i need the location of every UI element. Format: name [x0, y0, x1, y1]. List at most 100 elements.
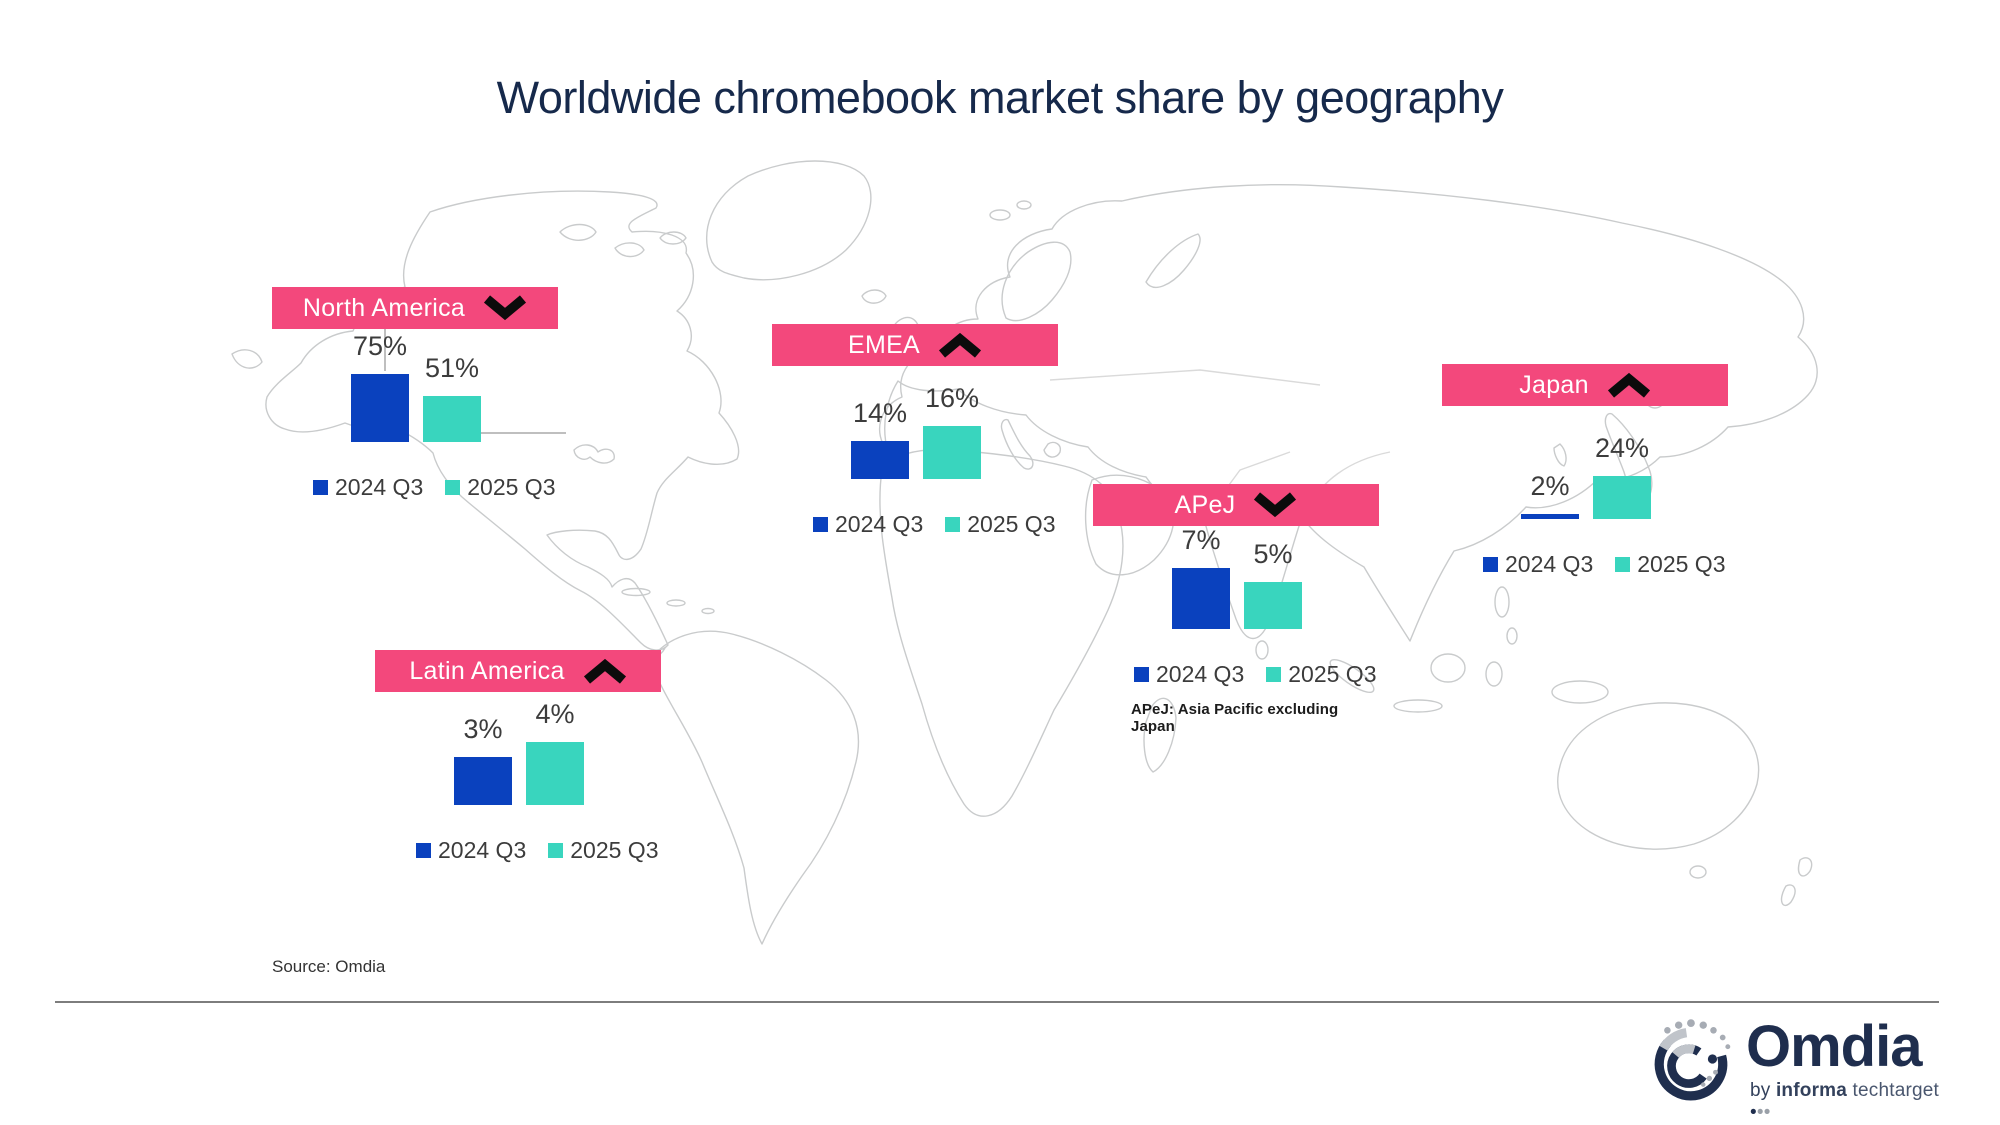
omdia-tagline: by informa techtarget ••• — [1750, 1080, 1960, 1124]
trend-down-icon — [1254, 492, 1297, 518]
bar-value-2025: 5% — [1253, 539, 1293, 569]
region-legend: 2024 Q3 2025 Q3 — [375, 837, 661, 864]
legend-label-2025: 2025 Q3 — [967, 511, 1056, 537]
map-africa — [879, 448, 1177, 817]
region-callout-latin-america: Latin America 3% 4% 2024 Q3 2025 Q3 — [375, 650, 661, 864]
legend-label-2024: 2024 Q3 — [1156, 661, 1245, 687]
region-bars: 75% 51% — [272, 329, 558, 442]
bar-2024-q3 — [1172, 568, 1230, 629]
region-legend: 2024 Q3 2025 Q3 — [1093, 661, 1379, 688]
legend-item-2024: 2024 Q3 — [1134, 661, 1244, 688]
region-legend: 2024 Q3 2025 Q3 — [272, 474, 558, 501]
region-banner: EMEA — [772, 324, 1058, 366]
legend-swatch-2025 — [445, 480, 461, 495]
bar-value-2024: 3% — [463, 714, 503, 744]
region-callout-apej: APeJ 7% 5% 2024 Q3 2025 Q3 APeJ: Asia Pa… — [1093, 484, 1379, 735]
legend-item-2025: 2025 Q3 — [945, 511, 1056, 538]
region-banner: Latin America — [375, 650, 661, 692]
tagline-techtarget: techtarget — [1852, 1080, 1940, 1101]
map-north-america — [231, 190, 740, 651]
map-south-america — [649, 630, 860, 945]
legend-label-2025: 2025 Q3 — [467, 474, 556, 500]
bar-2024-q3 — [851, 441, 909, 479]
bar-2025-q3 — [1244, 582, 1302, 629]
apej-footnote: APeJ: Asia Pacific excluding Japan — [1131, 701, 1339, 735]
map-oceania — [1255, 586, 1813, 907]
bar-value-2025: 24% — [1594, 433, 1650, 463]
leader-line-horizontal — [481, 432, 566, 434]
region-banner: North America — [272, 287, 558, 329]
legend-swatch-2025 — [548, 843, 564, 858]
legend-swatch-2025 — [1266, 667, 1282, 682]
legend-swatch-2024 — [1483, 557, 1498, 572]
legend-item-2024: 2024 Q3 — [1483, 551, 1593, 578]
legend-item-2025: 2025 Q3 — [445, 474, 556, 501]
legend-label-2024: 2024 Q3 — [438, 837, 527, 863]
legend-item-2024: 2024 Q3 — [813, 511, 923, 538]
legend-item-2025: 2025 Q3 — [548, 837, 659, 864]
leader-line-vertical — [384, 327, 386, 371]
trend-down-icon — [484, 295, 527, 321]
trend-up-icon — [583, 658, 626, 684]
legend-swatch-2025 — [1615, 557, 1631, 572]
region-banner: APeJ — [1093, 484, 1379, 526]
legend-swatch-2024 — [313, 480, 328, 495]
legend-label-2024: 2024 Q3 — [335, 474, 424, 500]
bar-2025-q3 — [923, 426, 981, 479]
legend-item-2025: 2025 Q3 — [1266, 661, 1377, 688]
bar-2025-q3 — [423, 396, 481, 442]
bar-2024-q3 — [351, 374, 409, 442]
region-bars: 3% 4% — [375, 692, 661, 805]
bar-value-2024: 14% — [852, 398, 908, 428]
region-bars: 7% 5% — [1093, 525, 1379, 629]
region-legend: 2024 Q3 2025 Q3 — [1442, 551, 1728, 578]
legend-label-2025: 2025 Q3 — [1288, 661, 1377, 687]
legend-label-2024: 2024 Q3 — [835, 511, 924, 537]
bar-value-2025: 51% — [424, 353, 480, 383]
region-callout-emea: EMEA 14% 16% 2024 Q3 2025 Q3 — [772, 324, 1058, 538]
legend-swatch-2025 — [945, 517, 961, 532]
bar-2025-q3 — [1593, 476, 1651, 519]
bar-value-2024: 7% — [1181, 525, 1221, 555]
map-greenland — [705, 160, 887, 304]
trend-up-icon — [938, 332, 982, 358]
bar-2024-q3 — [1521, 514, 1579, 519]
region-name: Japan — [1519, 370, 1589, 399]
region-name: EMEA — [847, 330, 921, 359]
omdia-wordmark: Omdia — [1746, 1014, 1922, 1079]
bar-2025-q3 — [526, 742, 584, 805]
tagline-by: by — [1750, 1080, 1771, 1101]
legend-label-2024: 2024 Q3 — [1505, 551, 1594, 577]
region-banner: Japan — [1442, 364, 1728, 406]
region-name: North America — [302, 293, 466, 322]
bar-value-2025: 4% — [535, 699, 575, 729]
bar-value-2025: 16% — [924, 383, 980, 413]
region-bars: 14% 16% — [772, 366, 1058, 479]
region-callout-north-america: North America 75% 51% 2024 Q3 2025 Q3 — [272, 287, 558, 501]
page-title: Worldwide chromebook market share by geo… — [496, 72, 1504, 123]
bar-value-2024: 75% — [352, 331, 408, 361]
bar-value-2024: 2% — [1530, 471, 1570, 501]
region-callout-japan: Japan 2% 24% 2024 Q3 2025 Q3 — [1442, 364, 1728, 578]
legend-label-2025: 2025 Q3 — [570, 837, 659, 863]
legend-item-2025: 2025 Q3 — [1615, 551, 1726, 578]
legend-swatch-2024 — [416, 843, 431, 858]
tagline-dot-icon: • — [1750, 1102, 1757, 1123]
legend-item-2024: 2024 Q3 — [313, 474, 423, 501]
legend-swatch-2024 — [1134, 667, 1149, 682]
omdia-logo-mark-icon — [1654, 1019, 1731, 1101]
region-legend: 2024 Q3 2025 Q3 — [772, 511, 1058, 538]
tagline-informa: informa — [1775, 1080, 1848, 1101]
legend-item-2024: 2024 Q3 — [416, 837, 526, 864]
region-name: Latin America — [409, 656, 565, 685]
trend-up-icon — [1607, 372, 1650, 398]
footer-divider — [55, 1001, 1939, 1003]
region-bars: 2% 24% — [1442, 406, 1728, 519]
source-text: Source: Omdia — [272, 957, 386, 976]
legend-label-2025: 2025 Q3 — [1637, 551, 1726, 577]
omdia-logo: Omdia by informa techtarget ••• — [1650, 1012, 1960, 1123]
legend-swatch-2024 — [813, 517, 828, 532]
region-name: APeJ — [1174, 490, 1236, 519]
tagline-dots-icon: •• — [1756, 1102, 1771, 1123]
